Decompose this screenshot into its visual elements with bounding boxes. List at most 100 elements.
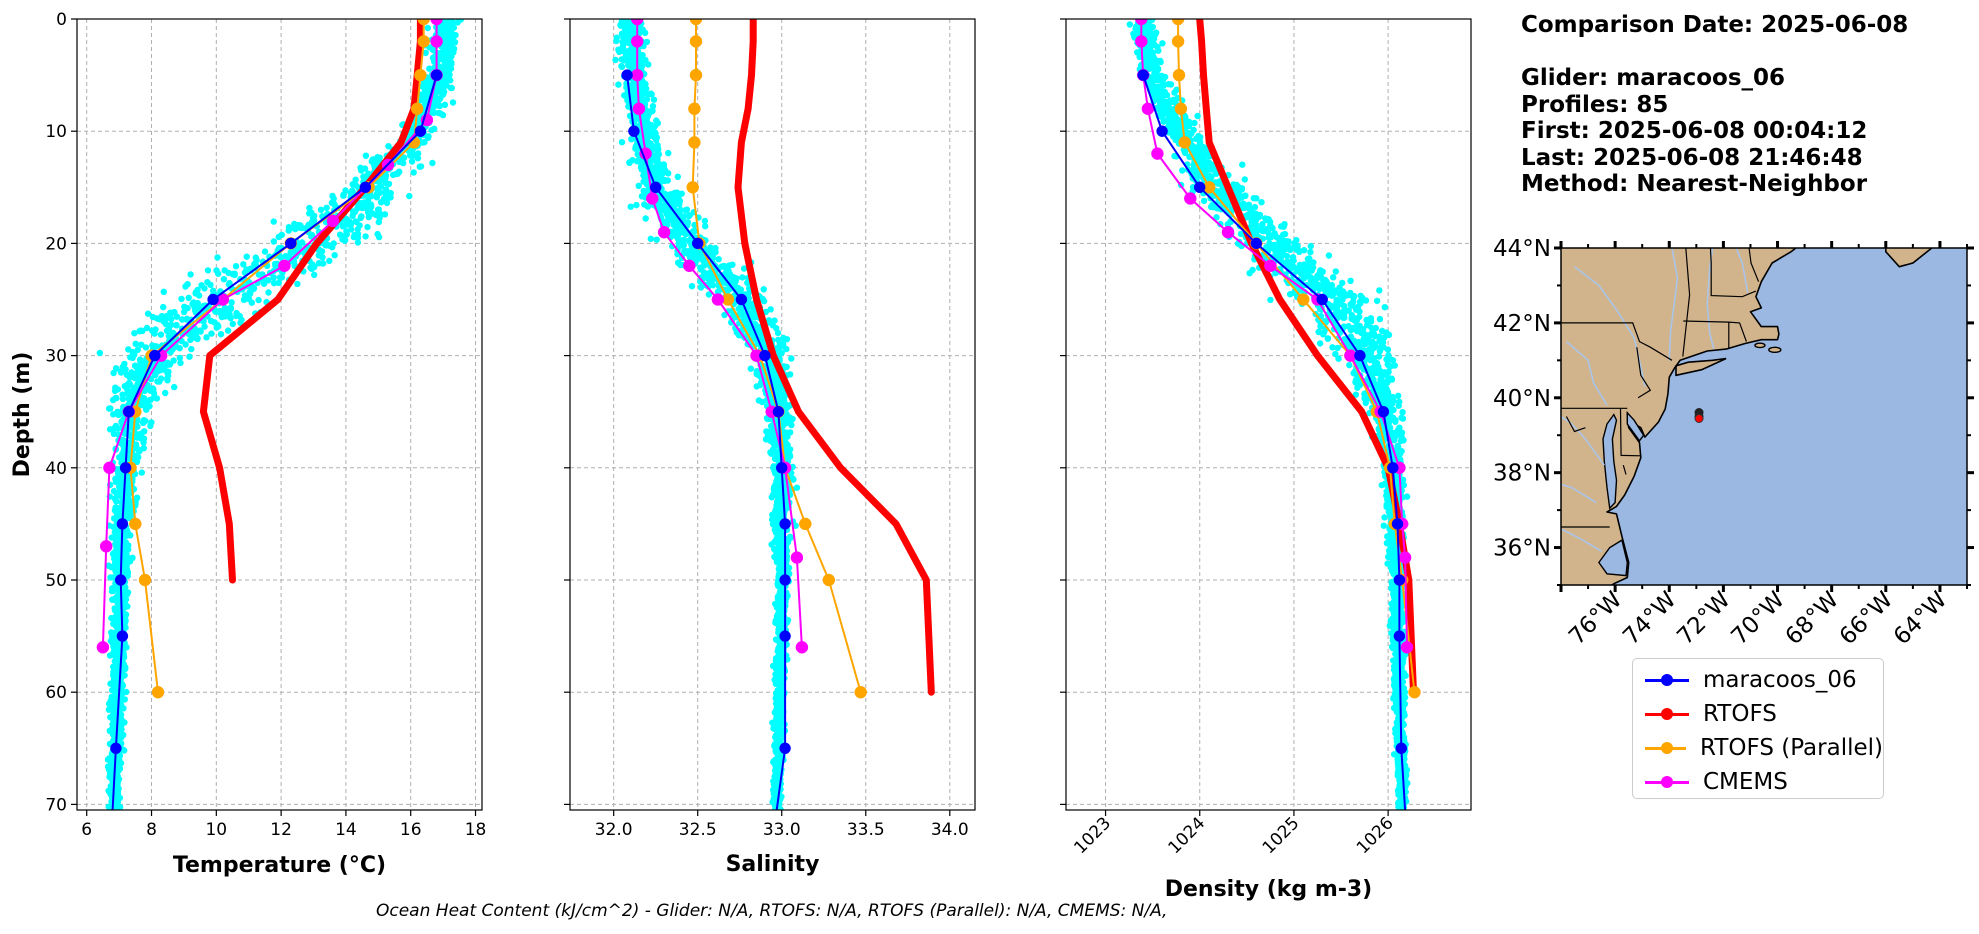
y-tick-label: 60 — [45, 683, 67, 703]
scatter-point — [135, 446, 142, 453]
scatter-point — [643, 38, 651, 46]
scatter-point — [261, 248, 269, 255]
scatter-point — [131, 362, 139, 369]
scatter-point — [441, 101, 449, 109]
scatter-point — [123, 552, 130, 559]
scatter-point — [653, 236, 660, 243]
scatter-point — [124, 494, 132, 501]
series-marker-rtofs-parallel — [854, 685, 867, 699]
series-marker-rtofs-parallel — [822, 573, 836, 587]
scatter-point — [253, 257, 260, 264]
scatter-point — [773, 325, 780, 332]
scatter-point — [422, 49, 429, 57]
scatter-point — [277, 254, 284, 261]
scatter-point — [425, 133, 432, 140]
series-marker-maracoos-06 — [430, 69, 443, 81]
scatter-point — [617, 21, 624, 29]
scatter-point — [329, 192, 336, 200]
scatter-point — [222, 313, 229, 320]
y-tick-label: 70 — [45, 795, 67, 815]
scatter-point — [240, 296, 248, 303]
scatter-point — [306, 204, 313, 212]
salinity-xticks: 32.0 32.5 33.0 33.5 34.0 — [595, 810, 969, 840]
scatter-point — [426, 65, 433, 72]
scatter-point — [382, 186, 390, 193]
scatter-point — [317, 206, 325, 213]
scatter-point — [148, 419, 155, 426]
scatter-point — [127, 512, 134, 520]
scatter-point — [381, 211, 389, 218]
scatter-point — [339, 223, 347, 230]
scatter-point — [149, 313, 157, 321]
scatter-point — [121, 360, 128, 368]
scatter-point — [653, 170, 660, 177]
scatter-point — [789, 475, 796, 482]
scatter-point — [108, 534, 116, 541]
scatter-point — [227, 305, 235, 312]
scatter-point — [615, 81, 622, 88]
scatter-point — [641, 116, 648, 123]
scatter-point — [767, 437, 774, 444]
scatter-point — [149, 342, 156, 349]
scatter-point — [627, 203, 634, 210]
scatter-point — [126, 507, 133, 514]
scatter-point — [122, 366, 129, 373]
scatter-point — [358, 167, 365, 174]
scatter-point — [173, 321, 180, 329]
scatter-point — [665, 149, 672, 157]
scatter-point — [621, 36, 628, 43]
series-marker-cmems — [630, 19, 644, 26]
series-marker-rtofs-parallel — [689, 19, 703, 26]
scatter-point — [275, 279, 282, 286]
scatter-point — [194, 286, 201, 294]
scatter-point — [628, 136, 635, 143]
scatter-point — [674, 235, 682, 243]
scatter-point — [292, 225, 299, 233]
scatter-point — [784, 441, 791, 449]
x-tick-label: 33.5 — [847, 820, 885, 840]
scatter-point — [343, 228, 350, 235]
series-marker-cmems — [430, 35, 443, 48]
scatter-point — [676, 201, 683, 208]
scatter-point — [179, 316, 186, 323]
scatter-point — [638, 166, 645, 173]
scatter-point — [294, 280, 301, 288]
scatter-point — [163, 313, 170, 320]
scatter-point — [120, 660, 127, 668]
series-marker-rtofs-parallel — [138, 573, 152, 587]
scatter-point — [408, 158, 416, 165]
scatter-point — [128, 369, 135, 376]
scatter-point — [639, 83, 646, 90]
scatter-point — [682, 206, 690, 214]
scatter-point — [113, 395, 120, 402]
scatter-point — [774, 768, 781, 775]
scatter-point — [306, 210, 313, 217]
scatter-point — [117, 711, 125, 718]
scatter-point — [105, 803, 112, 810]
series-marker-rtofs-parallel — [689, 35, 703, 48]
scatter-point — [187, 271, 194, 278]
scatter-point — [447, 28, 454, 36]
scatter-point — [166, 361, 174, 368]
scatter-point — [778, 623, 785, 630]
scatter-point — [741, 315, 748, 322]
scatter-point — [134, 431, 141, 438]
scatter-point — [165, 325, 173, 333]
scatter-point — [345, 220, 352, 228]
scatter-point — [775, 598, 783, 605]
series-line-rtofs — [199, 19, 424, 584]
scatter-point — [771, 742, 778, 749]
scatter-point — [643, 96, 651, 103]
scatter-point — [356, 199, 364, 207]
scatter-point — [111, 495, 119, 502]
scatter-point — [744, 279, 751, 286]
scatter-point — [642, 56, 649, 64]
scatter-point — [676, 196, 683, 203]
x-tick-label: 16 — [400, 820, 422, 840]
scatter-point — [626, 47, 633, 54]
scatter-point — [376, 154, 383, 161]
scatter-point — [783, 336, 791, 343]
scatter-point — [377, 199, 385, 206]
scatter-point — [229, 320, 236, 328]
scatter-point — [255, 296, 262, 304]
